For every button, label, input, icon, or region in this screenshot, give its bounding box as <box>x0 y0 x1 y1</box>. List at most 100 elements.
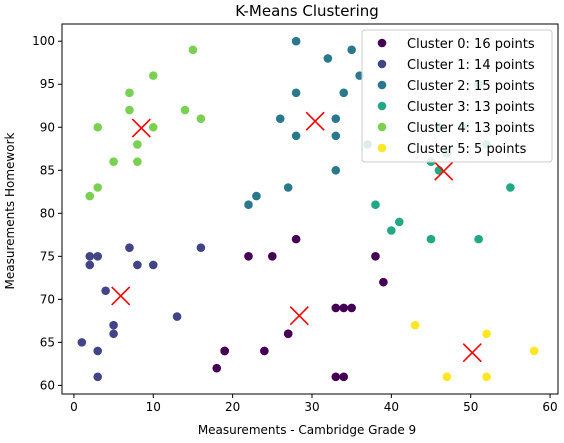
legend-marker <box>377 101 387 111</box>
data-point-cluster-4 <box>85 191 95 201</box>
x-tick-label: 40 <box>384 400 399 414</box>
data-point-cluster-4 <box>109 157 118 166</box>
y-axis-label: Measurements Homework <box>3 132 17 289</box>
data-point-cluster-4 <box>188 45 198 55</box>
data-point-cluster-1 <box>109 320 118 330</box>
data-point-cluster-2 <box>291 131 301 141</box>
axis-ticks: 0 10 20 30 40 50 60 60 65 70 75 80 85 90 95 100 <box>32 34 558 414</box>
data-point-cluster-0 <box>244 252 253 261</box>
legend-label: Cluster 1: 14 points <box>407 58 535 73</box>
legend-label: Cluster 2: 15 points <box>407 79 535 94</box>
legend-marker <box>377 80 387 90</box>
centroid-marker <box>131 118 151 138</box>
x-tick-label: 60 <box>542 400 557 414</box>
data-point-cluster-0 <box>212 363 222 373</box>
data-point-cluster-5 <box>482 329 491 339</box>
data-point-cluster-2 <box>323 54 333 63</box>
data-point-cluster-4 <box>148 122 158 132</box>
data-point-cluster-4 <box>148 71 158 80</box>
data-point-cluster-0 <box>339 303 349 313</box>
centroid-markers <box>111 111 482 363</box>
data-point-cluster-1 <box>93 346 103 356</box>
data-point-cluster-0 <box>283 329 293 339</box>
data-point-cluster-4 <box>93 183 103 192</box>
legend-marker <box>377 122 387 132</box>
data-point-cluster-4 <box>125 88 134 98</box>
data-point-cluster-1 <box>85 252 95 261</box>
x-axis-label: Measurements - Cambridge Grade 9 <box>198 423 416 437</box>
data-point-cluster-2 <box>275 114 285 123</box>
data-point-cluster-3 <box>426 234 436 244</box>
data-point-cluster-0 <box>291 234 301 244</box>
data-point-cluster-2 <box>331 114 341 123</box>
centroid-marker <box>305 111 325 131</box>
data-point-cluster-4 <box>196 114 206 123</box>
data-point-cluster-2 <box>252 191 261 201</box>
data-point-cluster-1 <box>85 260 95 270</box>
legend-label: Cluster 0: 16 points <box>407 37 535 52</box>
y-tick-label: 90 <box>40 120 55 134</box>
data-point-cluster-3 <box>506 183 515 192</box>
y-tick-label: 75 <box>40 249 55 263</box>
chart-title: K-Means Clustering <box>235 2 379 20</box>
data-point-cluster-2 <box>331 131 341 141</box>
data-point-cluster-4 <box>125 105 134 115</box>
data-point-cluster-1 <box>77 338 87 347</box>
plot-frame <box>61 23 559 395</box>
data-point-cluster-2 <box>244 200 253 209</box>
data-point-cluster-4 <box>133 140 142 149</box>
data-point-cluster-0 <box>260 346 269 356</box>
y-tick-label: 80 <box>40 206 55 220</box>
data-point-cluster-1 <box>133 260 142 270</box>
x-tick-label: 30 <box>304 400 319 414</box>
data-point-cluster-0 <box>331 372 341 382</box>
data-point-cluster-5 <box>410 320 420 330</box>
centroid-marker <box>434 161 454 181</box>
data-point-cluster-0 <box>331 303 341 313</box>
y-tick-label: 70 <box>40 292 55 306</box>
x-tick-label: 50 <box>463 400 478 414</box>
data-point-cluster-1 <box>93 252 103 261</box>
centroid-marker <box>111 286 131 306</box>
data-point-cluster-1 <box>148 260 158 270</box>
data-point-cluster-0 <box>371 252 380 261</box>
data-point-cluster-0 <box>268 252 277 261</box>
legend-marker <box>377 59 387 69</box>
centroid-marker <box>462 343 482 363</box>
x-tick-label: 20 <box>225 400 240 414</box>
data-point-cluster-1 <box>109 329 118 339</box>
data-point-cluster-4 <box>133 157 142 166</box>
data-point-cluster-0 <box>379 277 388 287</box>
data-point-cluster-2 <box>331 165 341 175</box>
data-point-cluster-1 <box>196 243 206 253</box>
data-point-cluster-3 <box>394 217 404 227</box>
data-point-cluster-2 <box>283 183 293 192</box>
data-point-cluster-5 <box>482 372 491 382</box>
legend-box <box>361 29 553 163</box>
centroid-marker <box>289 306 309 326</box>
data-point-cluster-0 <box>347 303 356 313</box>
data-point-cluster-2 <box>291 88 301 98</box>
data-point-cluster-3 <box>474 234 483 244</box>
x-tick-label: 0 <box>70 400 78 414</box>
legend-marker <box>377 38 387 48</box>
data-point-cluster-4 <box>93 122 103 132</box>
data-point-cluster-0 <box>220 346 229 356</box>
y-tick-label: 60 <box>40 378 55 392</box>
data-point-cluster-0 <box>339 372 349 382</box>
data-point-cluster-5 <box>529 346 539 356</box>
data-point-cluster-1 <box>172 312 182 321</box>
data-point-cluster-1 <box>93 372 103 382</box>
y-tick-label: 85 <box>40 163 55 177</box>
data-point-cluster-5 <box>442 372 452 382</box>
x-tick-label: 10 <box>146 400 161 414</box>
legend-label: Cluster 5: 5 points <box>407 142 527 157</box>
y-tick-label: 95 <box>40 77 55 91</box>
data-point-cluster-2 <box>339 88 349 98</box>
data-point-cluster-2 <box>347 45 356 55</box>
data-point-cluster-2 <box>291 36 301 46</box>
data-point-cluster-1 <box>125 243 134 253</box>
legend-label: Cluster 4: 13 points <box>407 121 535 136</box>
data-point-cluster-4 <box>180 105 190 115</box>
